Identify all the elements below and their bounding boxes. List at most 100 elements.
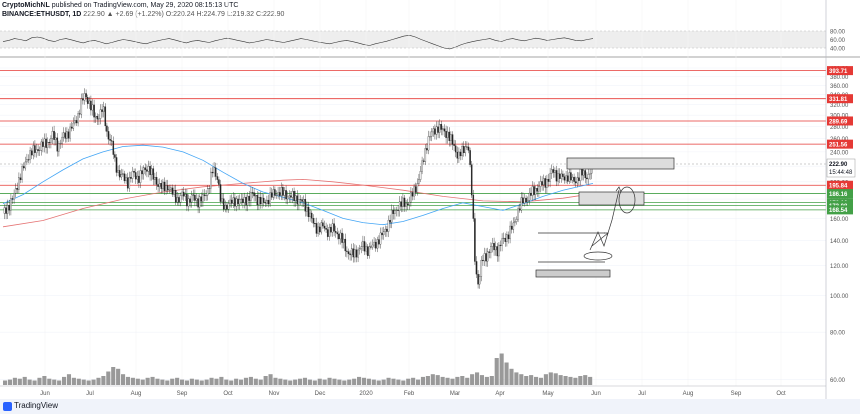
candle-body	[117, 170, 119, 173]
level-price-label: 289.69	[829, 119, 848, 125]
volume-bar	[180, 379, 185, 385]
candle-body	[544, 178, 547, 188]
candle-body	[366, 246, 369, 256]
candle-body	[539, 181, 542, 187]
candle-body	[507, 234, 510, 240]
candle-body	[290, 195, 292, 198]
candle-body	[286, 196, 289, 200]
candle-body	[387, 219, 390, 232]
candle-body	[310, 212, 313, 219]
author-name[interactable]: CryptoMichNL	[2, 2, 50, 9]
candle-body	[280, 187, 283, 196]
candle-body	[336, 232, 339, 235]
volume-bar	[91, 379, 96, 385]
candle-body	[248, 195, 251, 201]
time-tick-label: Nov	[269, 391, 280, 397]
candle-body	[38, 150, 41, 151]
time-tick-label: 2020	[359, 391, 373, 397]
candle-body	[475, 261, 478, 275]
volume-bar	[278, 378, 283, 385]
candle-body	[56, 137, 59, 152]
candle-body	[293, 191, 295, 202]
volume-bar	[534, 376, 539, 385]
projection-arrow[interactable]	[589, 189, 620, 251]
volume-bar	[229, 380, 234, 385]
candle-body	[440, 124, 443, 130]
candle-body	[560, 173, 563, 179]
target-box-mid[interactable]	[578, 191, 645, 206]
time-axis[interactable]: Jun Jul Aug Sep Oct Nov Dec 2020 Feb Mar Apr May Jun…	[0, 385, 826, 397]
candle-body	[526, 200, 529, 202]
candle-body	[302, 199, 305, 202]
candle-body	[483, 253, 486, 262]
candle-body	[170, 187, 172, 190]
level-price-badge	[827, 116, 853, 126]
volume-bar	[352, 378, 357, 385]
candle-body	[438, 124, 441, 133]
volume-bar	[81, 379, 86, 385]
candle-body	[338, 233, 340, 240]
volume-bar	[116, 368, 121, 385]
target-circle[interactable]	[618, 186, 636, 214]
level-price-label: 168.54	[829, 208, 848, 214]
volume-bar	[327, 377, 332, 385]
tradingview-logo-icon[interactable]	[3, 402, 12, 411]
breakout-arrow[interactable]	[591, 232, 609, 247]
candle-body	[202, 194, 204, 202]
volume-bar	[307, 379, 312, 385]
candle-body	[98, 118, 100, 120]
candle-body	[142, 167, 145, 175]
candle-body	[77, 113, 79, 124]
candle-body	[275, 194, 278, 196]
candle-body	[246, 195, 249, 206]
candle-body	[277, 192, 279, 196]
consolidation-ellipse[interactable]	[583, 251, 613, 261]
volume-bar	[12, 377, 17, 385]
volume-bar	[32, 380, 37, 385]
candle-body	[160, 183, 163, 189]
time-tick-label: Mar	[450, 391, 460, 397]
volume-bar	[175, 377, 180, 385]
volume-bar	[22, 376, 27, 385]
price-chart[interactable]: 400.00380.00360.00340.00320.00300.00280.…	[0, 0, 860, 400]
candle-body	[411, 192, 414, 197]
candle-body	[395, 209, 398, 211]
time-tick-label: Aug	[131, 391, 142, 397]
candle-body	[66, 131, 68, 139]
volume-bar	[263, 376, 268, 385]
candle-body	[533, 186, 535, 195]
volume-bar	[470, 374, 475, 385]
candle-body	[208, 188, 211, 189]
candle-body	[234, 197, 236, 207]
candle-body	[421, 160, 423, 172]
support-box[interactable]	[535, 269, 611, 278]
candle-body	[326, 229, 329, 237]
candle-body	[381, 232, 383, 236]
candle-body	[146, 169, 148, 172]
candle-body	[509, 225, 511, 240]
candle-body	[35, 149, 38, 153]
candle-body	[274, 189, 276, 196]
candle-body	[264, 202, 267, 204]
candle-body	[445, 131, 447, 138]
candle-body	[27, 159, 30, 161]
candle-body	[389, 219, 391, 223]
volume-bar	[430, 374, 435, 385]
countdown-label: 15:44:48	[829, 170, 853, 176]
candle-body	[285, 190, 287, 200]
candle-body	[467, 146, 470, 151]
level-price-label: 186.16	[829, 192, 848, 198]
candle-body	[136, 175, 139, 180]
candle-body	[122, 173, 124, 175]
volume-bar	[96, 377, 101, 385]
candle-body	[229, 199, 231, 204]
candle-body	[226, 205, 228, 210]
footer-brand[interactable]: TradingView	[14, 401, 59, 410]
candle-body	[482, 259, 484, 262]
candle-body	[488, 251, 491, 253]
target-box-upper[interactable]	[566, 157, 675, 170]
candle-body	[400, 201, 403, 207]
volume-bar	[401, 380, 406, 385]
candle-body	[419, 171, 422, 180]
price-axis[interactable]: 400.00380.00360.00340.00320.00300.00280.…	[825, 0, 856, 400]
